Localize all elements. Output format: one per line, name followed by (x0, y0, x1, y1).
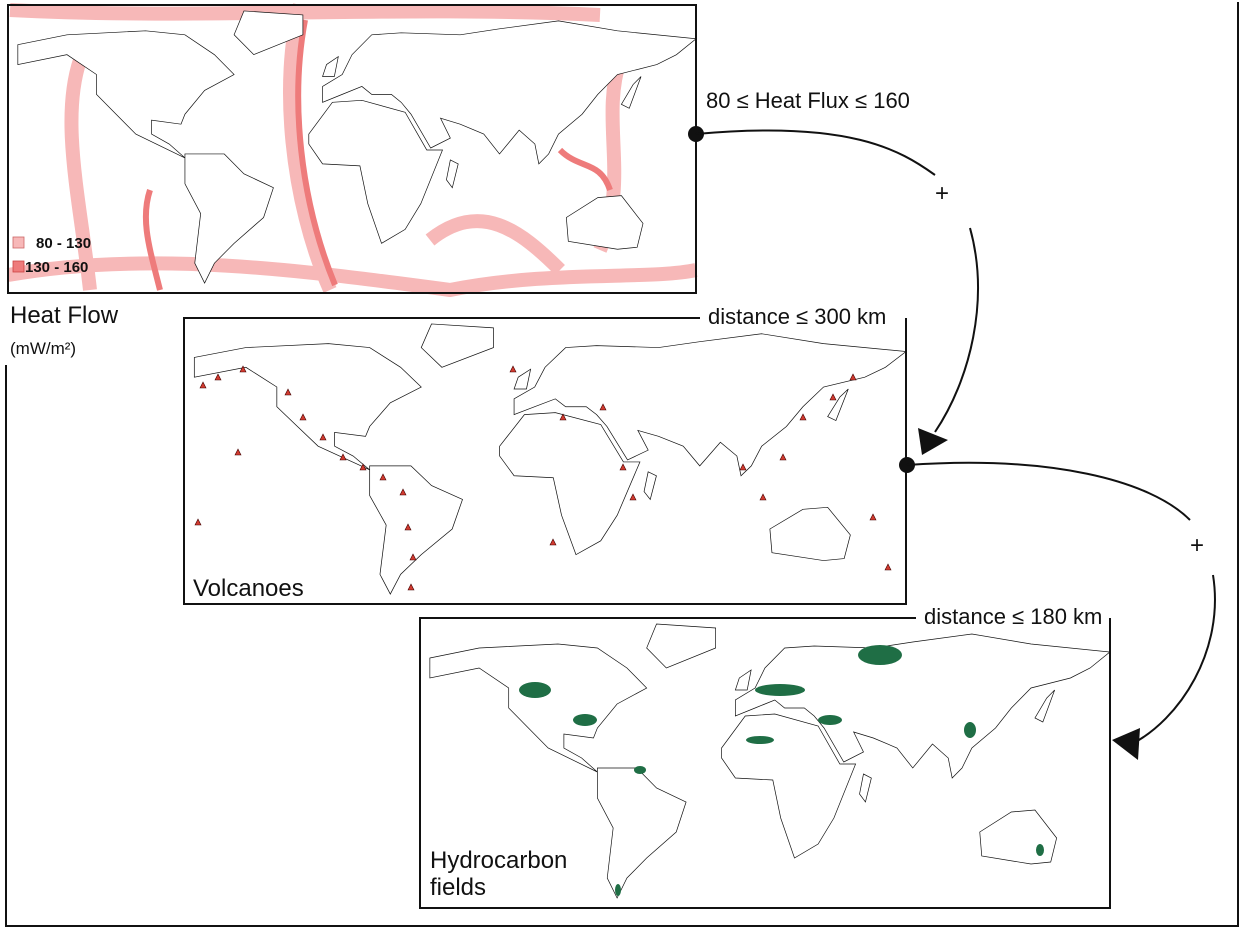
arrowhead (918, 428, 948, 455)
figure: 80 - 130 130 - 160 Heat Flow (mW/m²) 80 … (0, 0, 1243, 930)
legend-label: 130 - 160 (25, 259, 88, 276)
operator: + (1190, 532, 1204, 559)
heat-flow-label: Heat Flow (10, 302, 119, 329)
legend-swatch (13, 237, 24, 248)
heat-flow-map: 80 - 130 130 - 160 (8, 5, 696, 293)
volcanoes-label: Volcanoes (193, 575, 304, 602)
arrowhead (1112, 728, 1140, 760)
condition-label: distance ≤ 180 km (924, 604, 1102, 629)
condition-label: 80 ≤ Heat Flux ≤ 160 (706, 88, 910, 113)
hydrocarbon-label: Hydrocarbon (430, 847, 567, 874)
hydrocarbon-label: fields (430, 874, 486, 901)
volcano-map: Volcanoes (184, 318, 906, 604)
hydrocarbon-map: Hydrocarbon fields (420, 618, 1110, 908)
heat-flow-unit: (mW/m²) (10, 339, 76, 358)
coastlines (194, 324, 906, 594)
legend-swatch (13, 261, 24, 272)
legend-label: 80 - 130 (36, 235, 91, 252)
condition-label: distance ≤ 300 km (708, 304, 886, 329)
operator: + (935, 180, 949, 207)
